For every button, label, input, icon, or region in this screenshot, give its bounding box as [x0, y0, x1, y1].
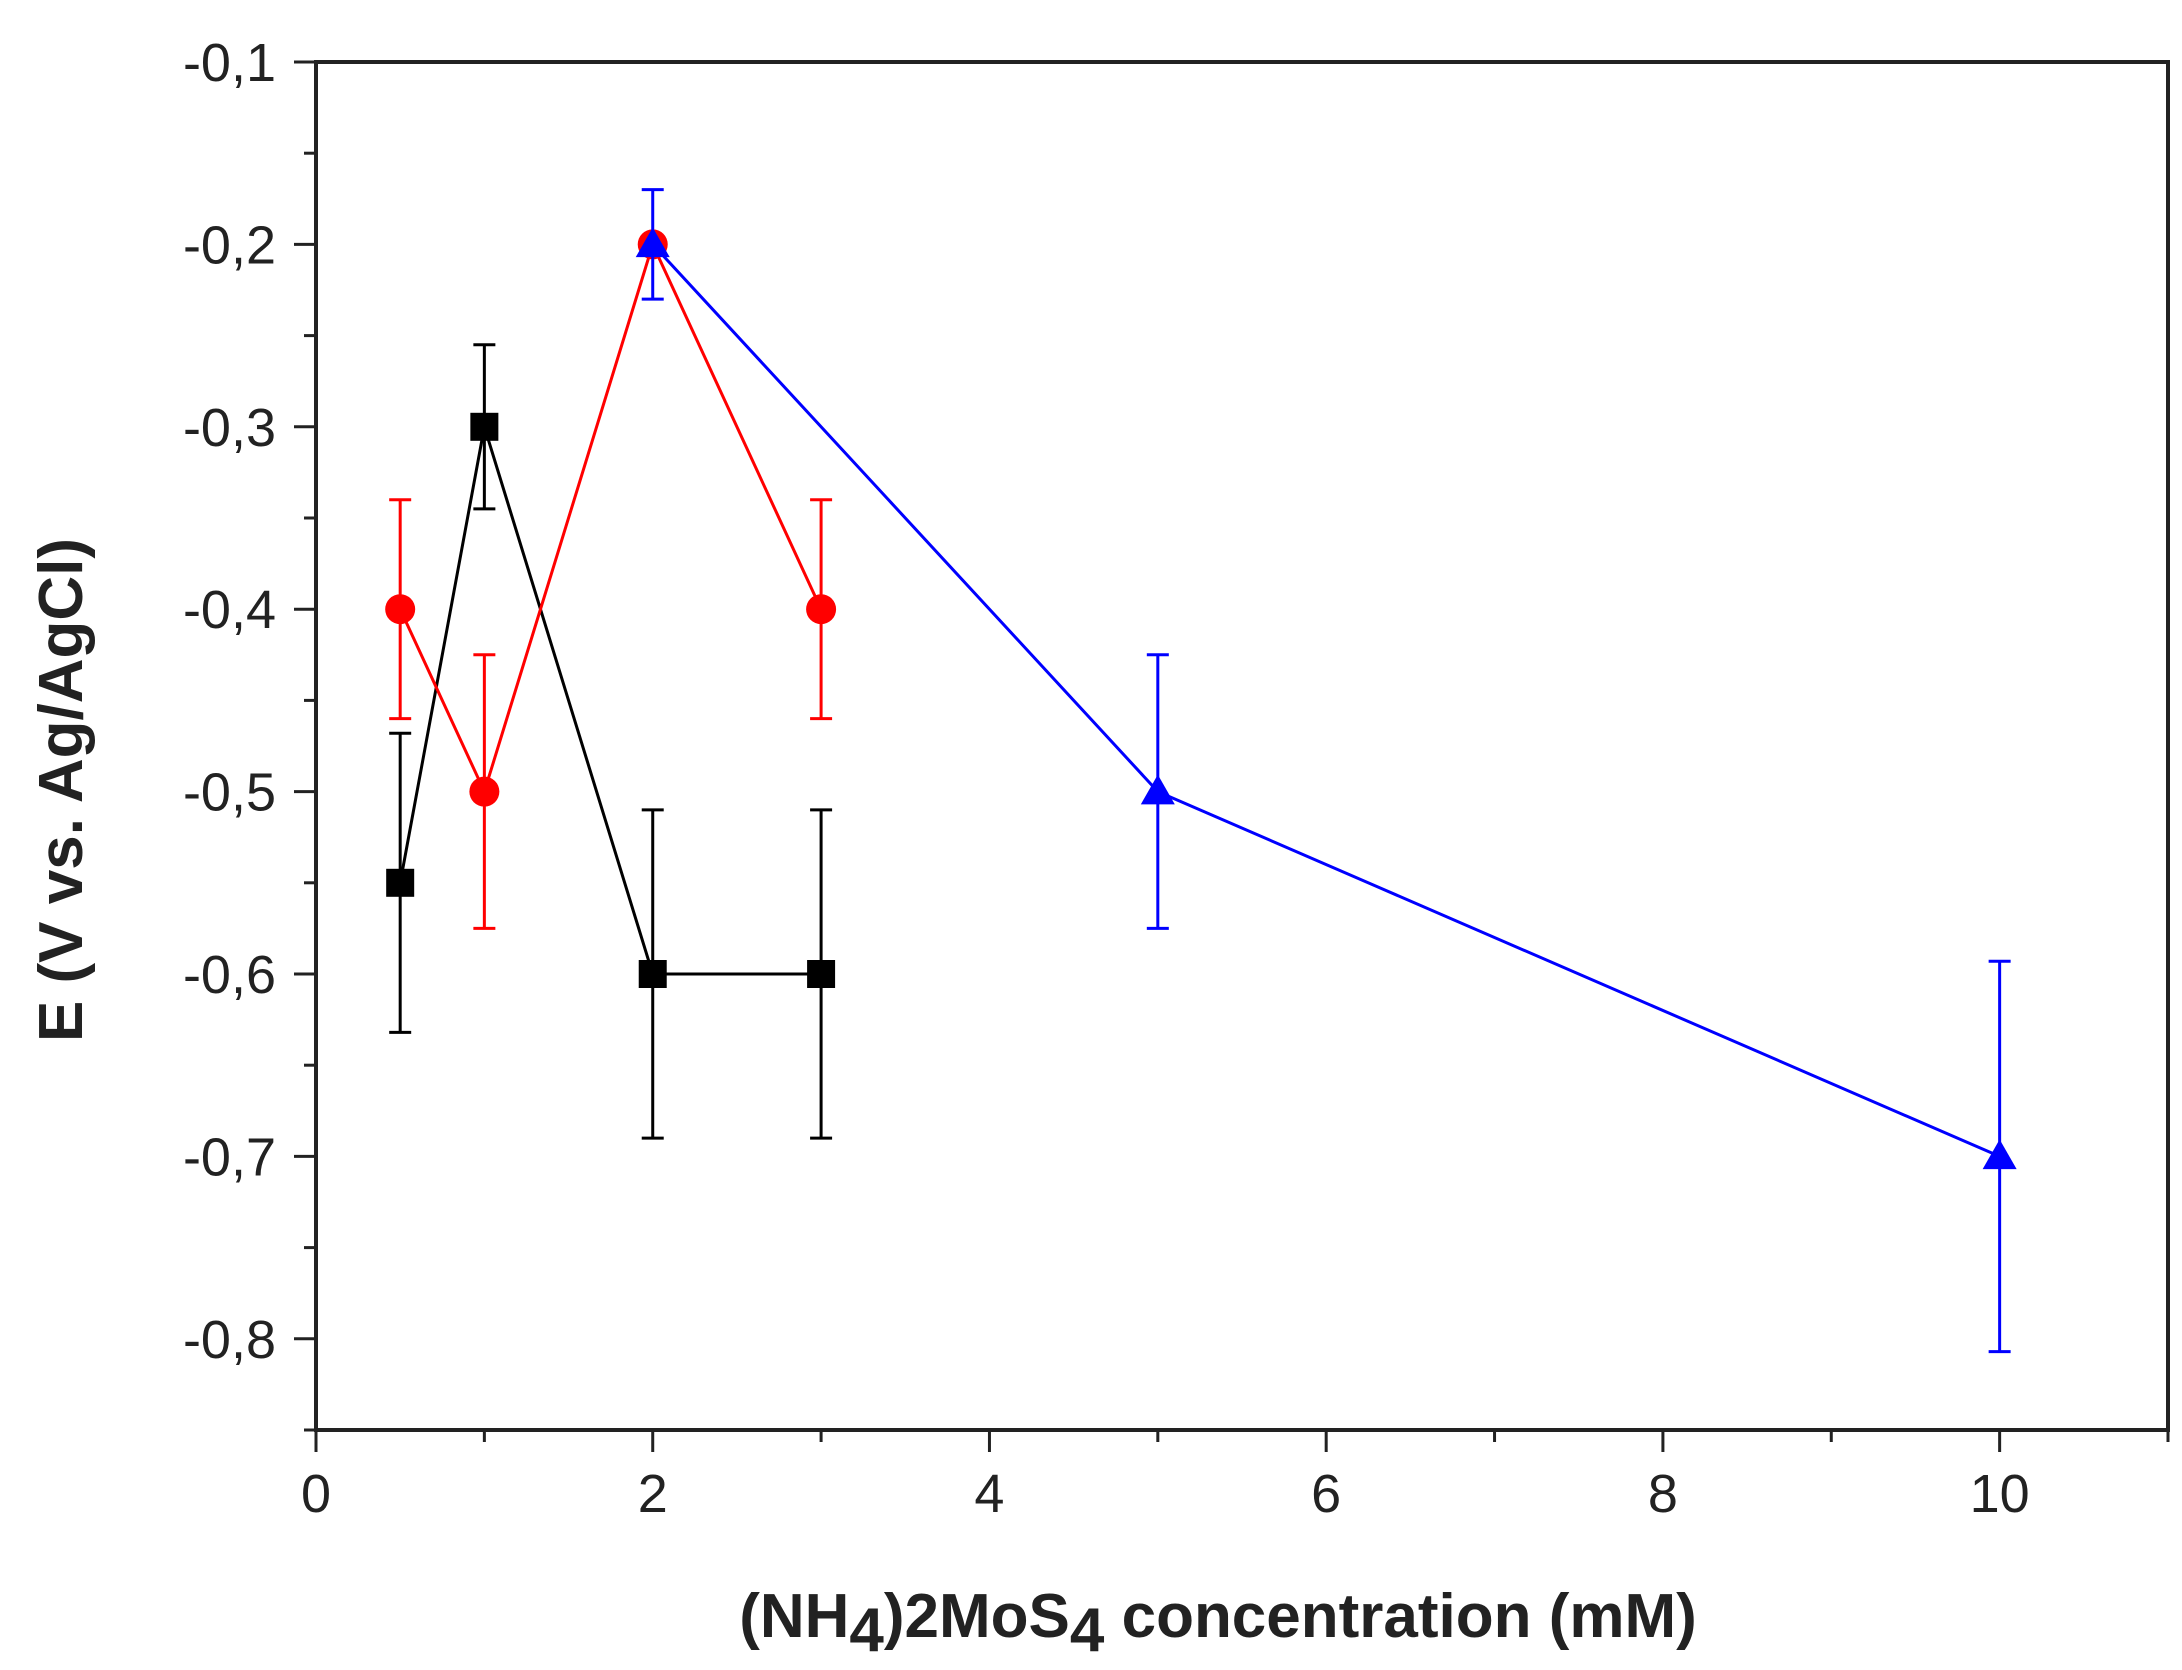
series-line-blue-triangle	[651, 243, 2001, 1158]
series-blue-triangle	[635, 188, 2017, 1354]
data-point-circle	[469, 776, 500, 807]
y-tick-label: -0,7	[183, 1127, 276, 1187]
data-point-triangle	[635, 227, 670, 258]
y-axis-title: E (V vs. Ag/AgCl)	[27, 538, 96, 1042]
data-point-circle	[385, 594, 416, 625]
x-axis-title-part: 4	[1070, 1596, 1105, 1665]
data-point-triangle	[1140, 774, 1175, 805]
y-tick-label: -0,6	[183, 945, 276, 1005]
x-axis-title: (NH4)2MoS4 concentration (mM)	[739, 1582, 1697, 1665]
axis-layer: 0 2 4 6 8 10 -0,8 -0,7 -0,6 -0,5 -0,4 -0,3 -0,2 -0,1	[183, 33, 2170, 1524]
data-point-triangle	[1982, 1139, 2017, 1170]
x-tick-label: 0	[301, 1464, 331, 1524]
y-tick-label: -0,1	[183, 33, 276, 93]
x-axis-title-part: )2MoS	[884, 1582, 1070, 1651]
data-point-square	[470, 412, 499, 441]
data-point-square	[386, 868, 415, 897]
y-tick-label: -0,5	[183, 763, 276, 823]
y-tick-label: -0,8	[183, 1310, 276, 1370]
series-black-square	[386, 343, 836, 1140]
x-tick-label: 10	[1970, 1464, 2030, 1524]
series-line-black-square	[398, 426, 822, 976]
x-tick-label: 6	[1311, 1464, 1341, 1524]
x-axis-title-part: 4	[849, 1596, 884, 1665]
x-tick-label: 4	[974, 1464, 1004, 1524]
series-line-red-circle	[398, 240, 823, 796]
series-layer	[385, 188, 2017, 1354]
x-axis-title-part: concentration (mM)	[1104, 1582, 1696, 1651]
y-tick-label: -0,3	[183, 398, 276, 458]
data-point-square	[807, 960, 836, 988]
x-tick-label: 2	[638, 1464, 668, 1524]
x-tick-label: 8	[1648, 1464, 1678, 1524]
data-point-square	[638, 960, 667, 988]
y-tick-label: -0,2	[183, 215, 276, 275]
data-point-circle	[806, 594, 837, 625]
series-red-circle	[385, 229, 837, 930]
x-axis-title-part: (NH	[739, 1582, 849, 1651]
plot-frame	[314, 60, 2170, 1432]
y-tick-label: -0,4	[183, 580, 276, 640]
